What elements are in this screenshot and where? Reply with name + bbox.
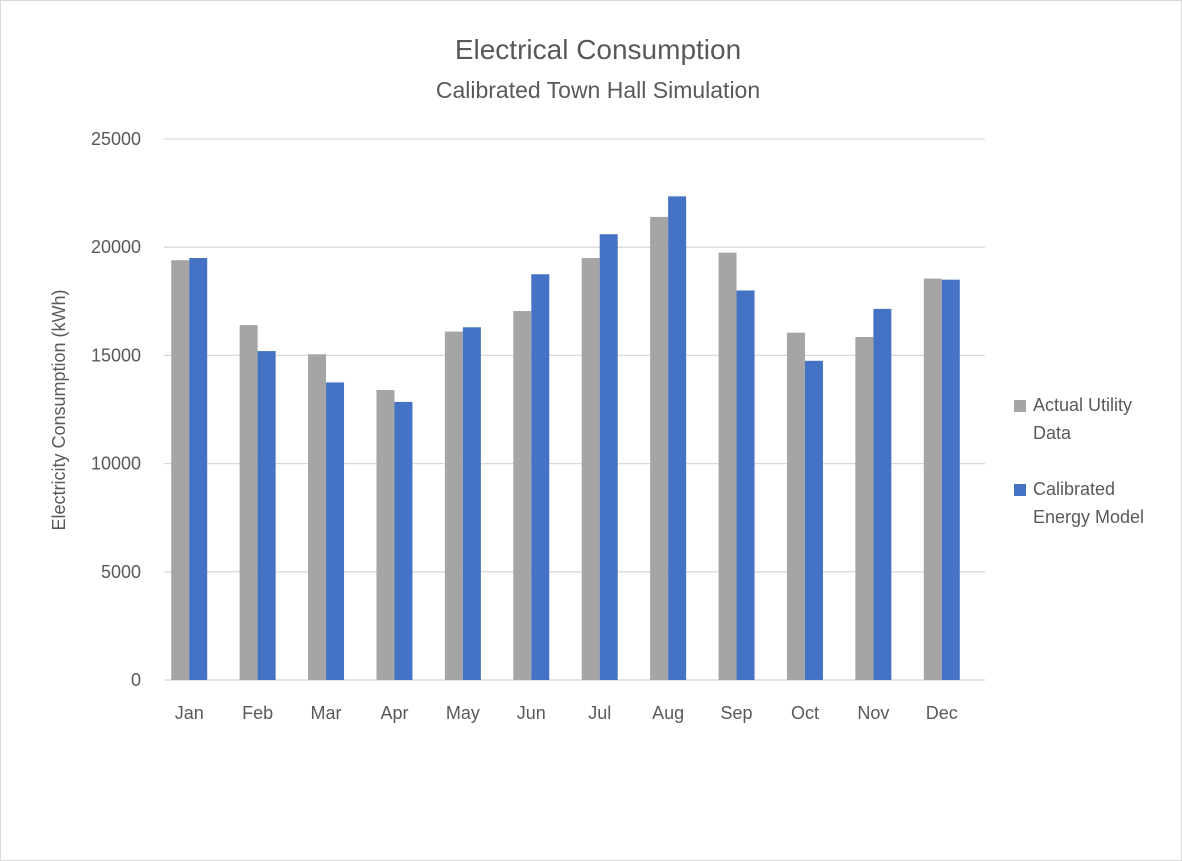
x-tick-label: Feb [242, 703, 273, 723]
y-tick-label: 20000 [91, 237, 141, 257]
x-tick-label: Dec [926, 703, 958, 723]
x-tick-label: Oct [791, 703, 819, 723]
bar-jul-series-1 [581, 258, 600, 680]
x-tick-label: Jun [517, 703, 546, 723]
y-tick-label: 5000 [101, 562, 141, 582]
legend-swatch [1014, 484, 1026, 496]
bar-feb-series-1 [239, 325, 258, 680]
bar-aug-series-2 [668, 196, 687, 680]
legend-label: Calibrated [1033, 479, 1115, 499]
legend-label: Actual Utility [1033, 395, 1132, 415]
y-tick-label: 10000 [91, 454, 141, 474]
bar-jan-series-1 [171, 260, 190, 680]
y-tick-label: 0 [131, 670, 141, 690]
bar-apr-series-2 [394, 401, 413, 680]
bar-jan-series-2 [189, 258, 208, 680]
x-tick-label: May [446, 703, 480, 723]
chart-subtitle: Calibrated Town Hall Simulation [436, 77, 760, 103]
bar-dec-series-2 [941, 279, 960, 680]
gridlines [164, 138, 985, 681]
bar-jul-series-2 [599, 234, 618, 680]
tick-labels: 0 5000 10000 15000 20000 25000 Jan Feb Mar Apr May… [91, 129, 958, 723]
bar-mar-series-2 [326, 382, 345, 680]
y-axis-label: Electricity Consumption (kWh) [49, 289, 69, 530]
x-tick-label: Apr [380, 703, 408, 723]
legend-label: Data [1033, 423, 1072, 443]
bar-jun-series-1 [513, 311, 532, 680]
bar-mar-series-1 [308, 354, 327, 680]
bar-nov-series-1 [855, 337, 874, 680]
bars [171, 196, 960, 681]
x-tick-label: Mar [311, 703, 342, 723]
bar-aug-series-1 [650, 216, 669, 681]
legend-label: Energy Model [1033, 507, 1144, 527]
y-tick-label: 25000 [91, 129, 141, 149]
legend-swatch [1014, 400, 1026, 412]
x-tick-label: Nov [857, 703, 889, 723]
x-tick-label: Aug [652, 703, 684, 723]
x-tick-label: Jan [175, 703, 204, 723]
bar-nov-series-2 [873, 308, 892, 680]
bar-sep-series-2 [736, 290, 755, 680]
bar-apr-series-1 [376, 390, 395, 680]
y-tick-label: 15000 [91, 345, 141, 365]
bar-feb-series-2 [257, 351, 276, 680]
x-tick-label: Jul [588, 703, 611, 723]
bar-sep-series-1 [718, 252, 737, 681]
legend: Actual Utility Data Calibrated Energy Model [1014, 395, 1144, 527]
bar-jun-series-2 [531, 274, 550, 680]
bar-dec-series-1 [923, 278, 942, 680]
x-tick-label: Sep [721, 703, 753, 723]
bar-oct-series-1 [786, 332, 805, 680]
bar-oct-series-2 [804, 360, 823, 680]
bar-may-series-2 [462, 327, 481, 680]
chart-title: Electrical Consumption [455, 34, 741, 65]
bar-may-series-1 [444, 331, 463, 680]
